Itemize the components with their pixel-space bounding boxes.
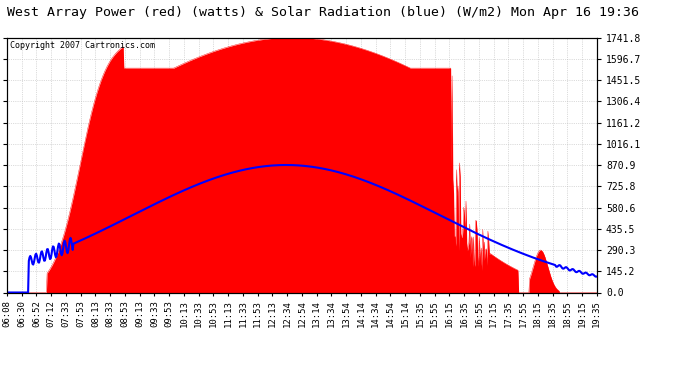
Text: West Array Power (red) (watts) & Solar Radiation (blue) (W/m2) Mon Apr 16 19:36: West Array Power (red) (watts) & Solar R… [7,6,639,19]
Text: Copyright 2007 Cartronics.com: Copyright 2007 Cartronics.com [10,41,155,50]
